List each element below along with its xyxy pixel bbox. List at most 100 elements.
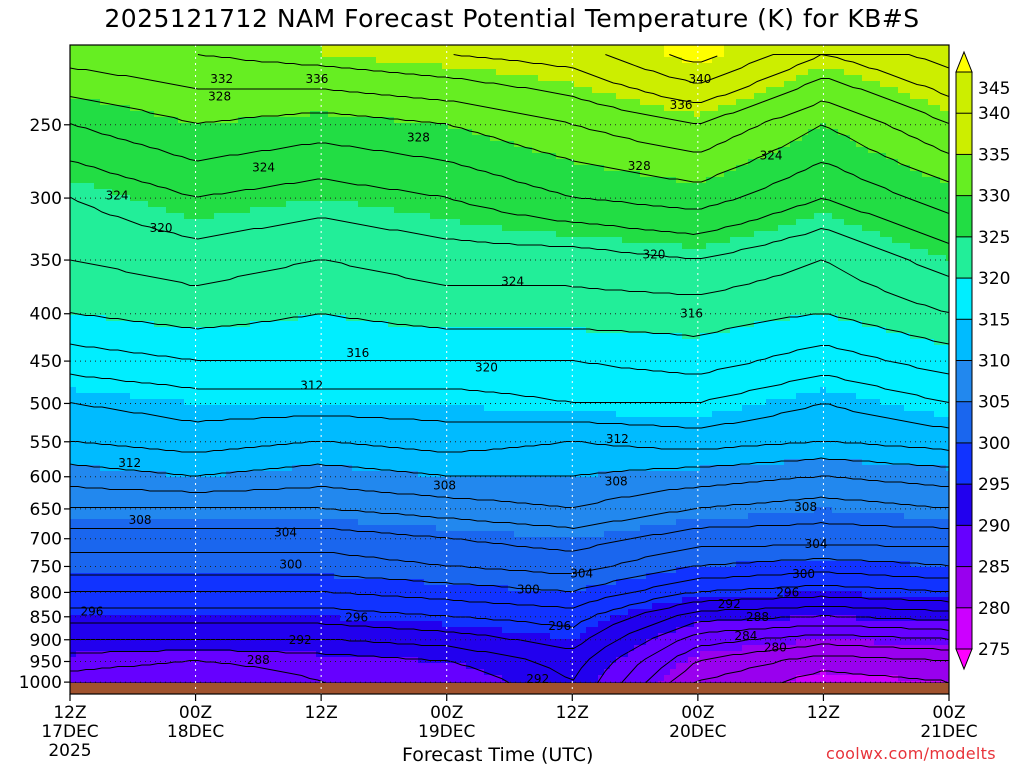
theta-cell <box>232 537 239 544</box>
theta-cell <box>280 627 287 634</box>
theta-cell <box>124 321 131 328</box>
theta-cell <box>316 513 323 520</box>
theta-cell <box>166 207 173 214</box>
theta-cell <box>112 237 119 244</box>
theta-cell <box>292 441 299 448</box>
theta-cell <box>268 531 275 538</box>
theta-cell <box>106 591 113 598</box>
theta-cell <box>94 357 101 364</box>
theta-cell <box>226 285 233 292</box>
theta-cell <box>340 549 347 556</box>
theta-cell <box>124 99 131 106</box>
theta-cell <box>208 183 215 190</box>
theta-cell <box>244 345 251 352</box>
theta-cell <box>166 411 173 418</box>
theta-cell <box>334 105 341 112</box>
theta-cell <box>82 405 89 412</box>
theta-cell <box>304 159 311 166</box>
theta-cell <box>88 273 95 280</box>
theta-cell <box>148 303 155 310</box>
theta-cell <box>292 189 299 196</box>
theta-cell <box>112 567 119 574</box>
theta-cell <box>76 573 83 580</box>
theta-cell <box>310 447 317 454</box>
theta-cell <box>232 327 239 334</box>
theta-cell <box>178 519 185 526</box>
theta-cell <box>304 93 311 100</box>
theta-cell <box>256 219 263 226</box>
theta-cell <box>172 321 179 328</box>
theta-cell <box>178 639 185 646</box>
theta-cell <box>106 303 113 310</box>
theta-cell <box>304 345 311 352</box>
theta-cell <box>94 543 101 550</box>
theta-cell <box>322 453 329 460</box>
theta-cell <box>346 159 353 166</box>
theta-cell <box>298 567 305 574</box>
theta-cell <box>94 309 101 316</box>
theta-cell <box>106 141 113 148</box>
theta-cell <box>100 339 107 346</box>
theta-cell <box>208 231 215 238</box>
theta-cell <box>118 627 125 634</box>
theta-cell <box>220 63 227 70</box>
theta-cell <box>76 243 83 250</box>
theta-cell <box>310 285 317 292</box>
theta-cell <box>280 405 287 412</box>
theta-cell <box>340 639 347 646</box>
theta-cell <box>220 87 227 94</box>
theta-cell <box>328 267 335 274</box>
theta-cell <box>250 159 257 166</box>
theta-cell <box>250 339 257 346</box>
theta-cell <box>76 261 83 268</box>
theta-cell <box>166 639 173 646</box>
theta-cell <box>298 477 305 484</box>
theta-cell <box>154 495 161 502</box>
theta-cell <box>112 99 119 106</box>
theta-cell <box>112 585 119 592</box>
theta-cell <box>88 135 95 142</box>
theta-cell <box>274 309 281 316</box>
theta-cell <box>322 153 329 160</box>
theta-cell <box>256 471 263 478</box>
theta-cell <box>322 609 329 616</box>
theta-cell <box>112 507 119 514</box>
theta-cell <box>142 213 149 220</box>
theta-cell <box>142 309 149 316</box>
theta-cell <box>232 267 239 274</box>
theta-cell <box>232 213 239 220</box>
theta-cell <box>136 219 143 226</box>
theta-cell <box>148 669 155 676</box>
theta-cell <box>256 273 263 280</box>
theta-cell <box>130 63 137 70</box>
theta-cell <box>94 189 101 196</box>
theta-cell <box>232 381 239 388</box>
theta-cell <box>118 555 125 562</box>
theta-cell <box>220 123 227 130</box>
theta-cell <box>232 417 239 424</box>
theta-cell <box>208 603 215 610</box>
theta-cell <box>112 93 119 100</box>
theta-cell <box>154 633 161 640</box>
theta-cell <box>190 63 197 70</box>
theta-cell <box>274 111 281 118</box>
theta-cell <box>142 201 149 208</box>
theta-cell <box>274 393 281 400</box>
theta-cell <box>118 45 125 52</box>
theta-cell <box>154 387 161 394</box>
theta-cell <box>298 591 305 598</box>
theta-cell <box>256 111 263 118</box>
theta-cell <box>220 453 227 460</box>
theta-cell <box>136 243 143 250</box>
theta-cell <box>172 339 179 346</box>
theta-cell <box>82 147 89 154</box>
theta-cell <box>70 423 77 430</box>
theta-cell <box>256 363 263 370</box>
theta-cell <box>100 609 107 616</box>
theta-cell <box>124 573 131 580</box>
theta-cell <box>340 351 347 358</box>
theta-cell <box>322 615 329 622</box>
theta-cell <box>292 153 299 160</box>
theta-cell <box>196 153 203 160</box>
theta-cell <box>244 495 251 502</box>
